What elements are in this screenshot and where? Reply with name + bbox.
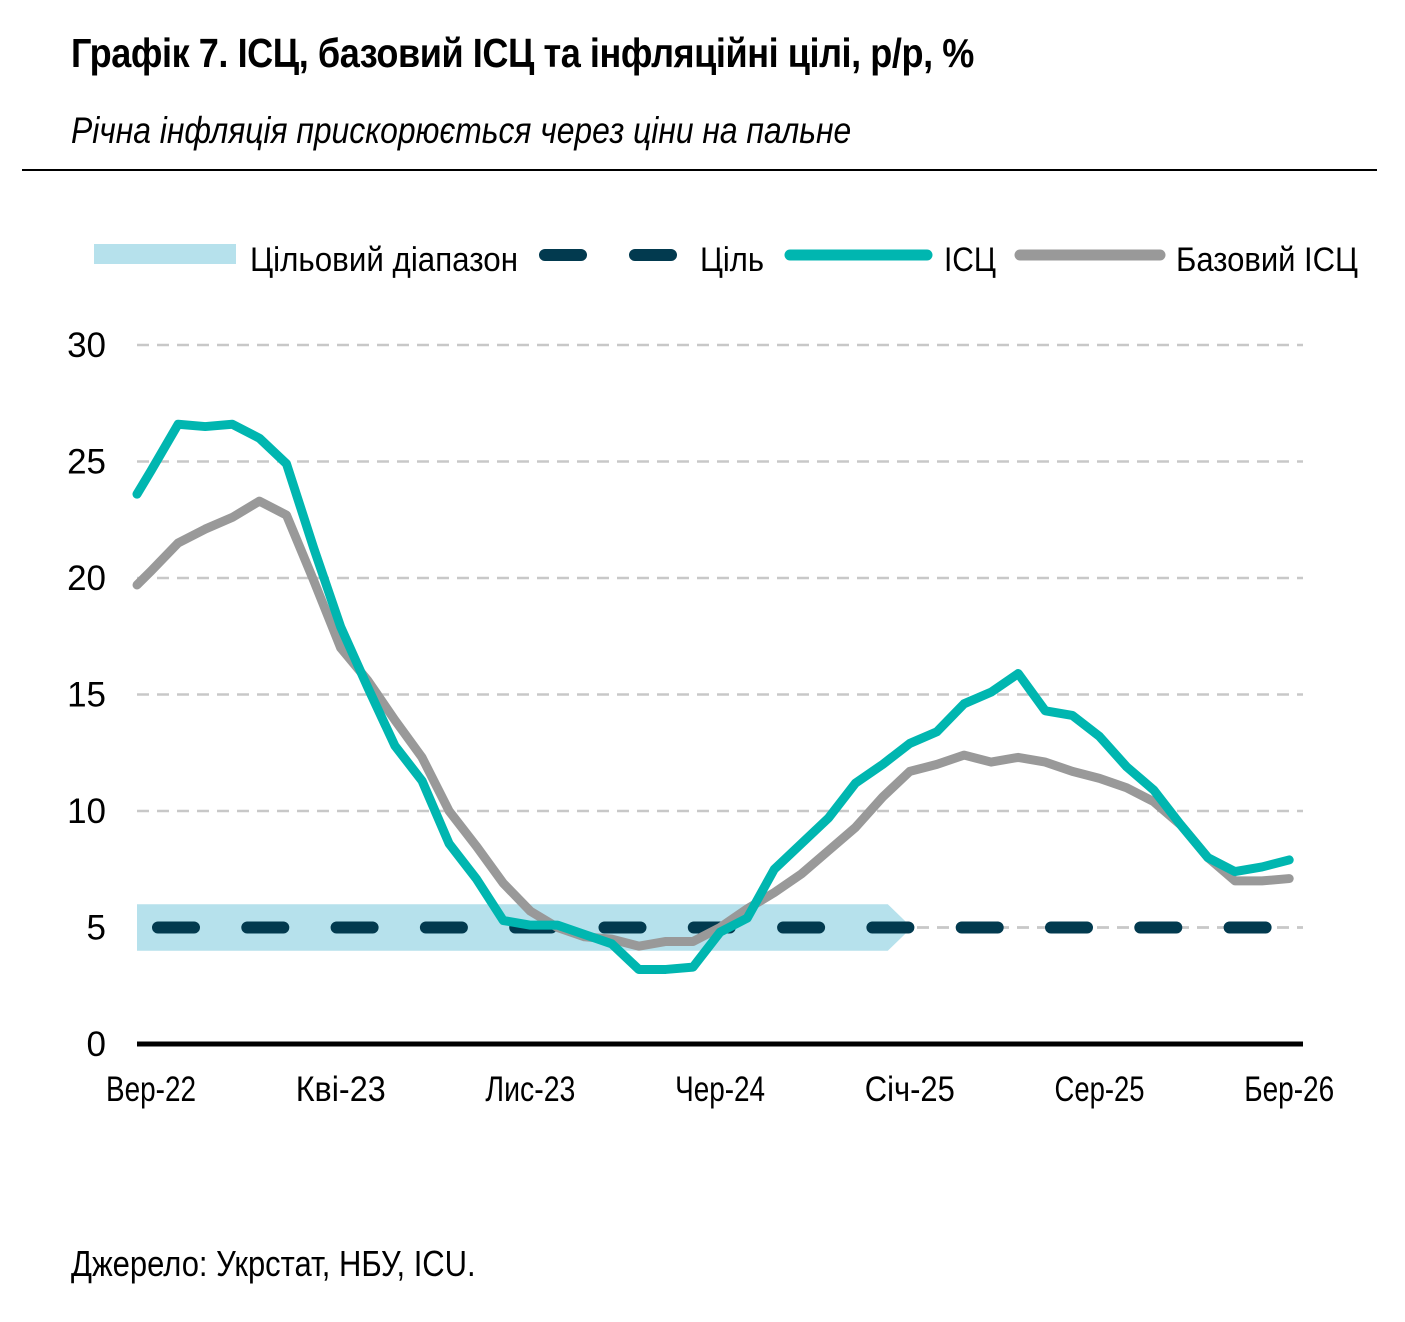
series-layer [132,419,1294,974]
source-note: Джерело: Укрстат, НБУ, ICU. [71,1243,476,1284]
y-tick-label: 30 [67,326,106,365]
legend-label-cpi: ІСЦ [944,241,996,279]
x-tick-label: Сер-25 [1055,1070,1145,1109]
legend-label-band: Цільовий діапазон [250,241,518,279]
y-tick-label: 0 [87,1025,106,1064]
axes: 0 5 10 15 20 25 30 Вер-22 Кві-23 Лис-23 Чер-24 Січ-… [67,326,1334,1109]
y-tick-label: 25 [67,443,106,482]
core-cpi-line [132,496,1294,951]
title-divider [22,169,1377,171]
legend-label-target: Ціль [700,241,764,279]
cpi-line [132,419,1294,974]
chart-title: Графік 7. ІСЦ, базовий ІСЦ та інфляційні… [71,30,974,76]
y-tick-label: 15 [67,676,106,715]
y-tick-label: 5 [87,909,106,948]
legend-swatch-band [94,244,236,264]
legend-label-core: Базовий ІСЦ [1176,241,1358,279]
y-tick-label: 20 [67,559,106,598]
legend: Цільовий діапазон Ціль ІСЦ Базовий ІСЦ [94,241,1358,279]
x-tick-label: Вер-22 [106,1070,196,1109]
x-tick-label: Лис-23 [485,1070,575,1109]
gridlines [137,343,1303,929]
x-tick-label: Бер-26 [1244,1070,1334,1109]
x-tick-label: Січ-25 [865,1070,955,1109]
chart-subtitle: Річна інфляція прискорюється через ціни … [71,110,852,151]
y-tick-label: 10 [67,792,106,831]
x-tick-label: Чер-24 [675,1070,765,1109]
x-tick-label: Кві-23 [296,1070,386,1109]
